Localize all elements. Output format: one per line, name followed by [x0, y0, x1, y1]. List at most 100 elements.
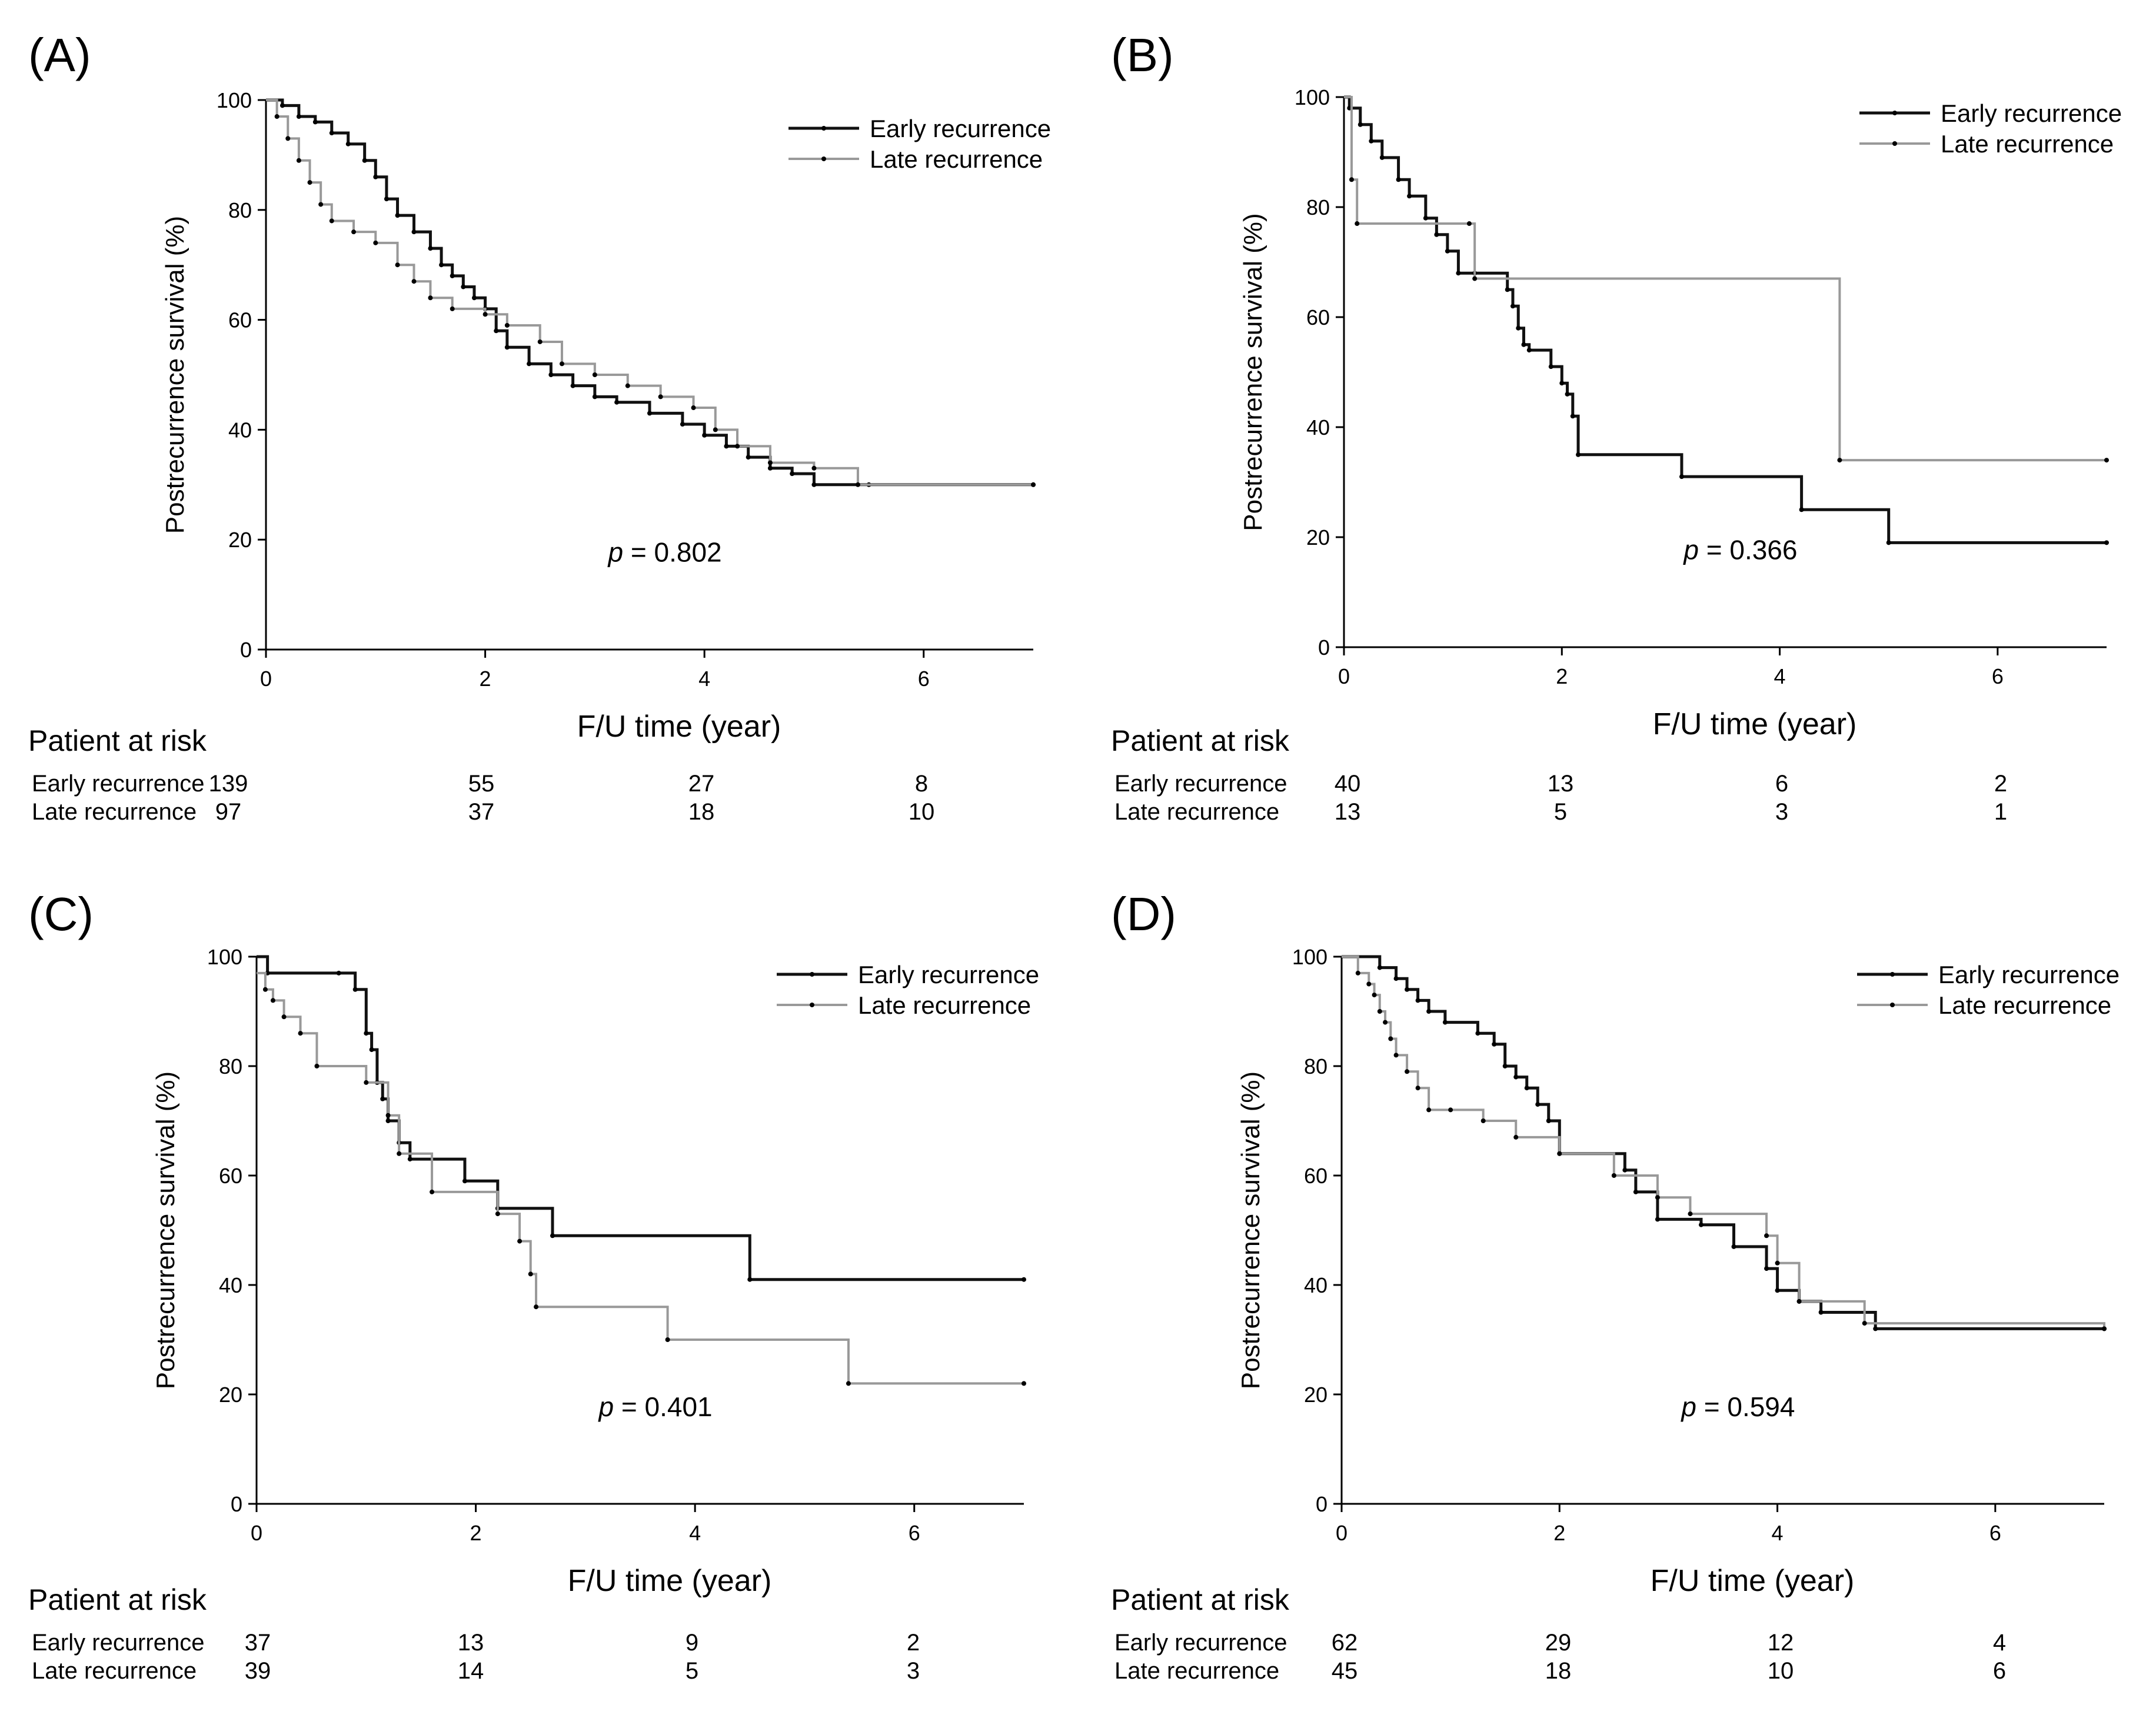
censor-mark — [1521, 342, 1526, 347]
censor-mark — [2104, 540, 2109, 545]
p-value: = 0.401 — [621, 1391, 713, 1422]
censor-mark — [1442, 1020, 1448, 1025]
risk-row-late: Late recurrence 45 18 10 6 — [1083, 1658, 2156, 1687]
risk-value: 37 — [244, 1630, 271, 1656]
censor-mark — [411, 279, 417, 284]
risk-value: 1 — [1994, 799, 2008, 825]
survival-chart: 0 20 40 60 80 100 0 2 4 6 F/U time (year) Postrecur… — [1236, 945, 2120, 1598]
p-value-annotation: p = 0.802 — [607, 537, 722, 568]
censor-mark — [462, 1178, 467, 1184]
x-tick-label: 4 — [1774, 664, 1786, 688]
censor-mark — [647, 411, 652, 416]
legend-marker — [1892, 141, 1897, 146]
censor-mark — [1655, 1217, 1660, 1222]
risk-value: 37 — [468, 799, 495, 825]
censor-mark — [1022, 1277, 1026, 1282]
censor-mark — [1505, 287, 1510, 292]
censor-mark — [1379, 155, 1385, 160]
censor-mark — [1611, 1173, 1616, 1178]
risk-table: Patient at risk Early recurrence 40 13 6… — [1083, 724, 2156, 859]
legend-marker — [1890, 972, 1895, 977]
censor-mark — [855, 482, 860, 487]
censor-mark — [1546, 1118, 1551, 1123]
censor-mark — [285, 136, 291, 141]
legend-marker — [821, 157, 826, 161]
p-value: = 0.366 — [1706, 534, 1798, 565]
legend-label: Early recurrence — [858, 961, 1039, 988]
censor-mark — [1655, 1195, 1660, 1200]
censor-mark — [336, 970, 341, 975]
risk-value: 27 — [688, 771, 715, 797]
censor-mark — [658, 394, 663, 399]
censor-mark — [1031, 482, 1036, 487]
censor-mark — [559, 361, 564, 367]
censor-mark — [1862, 1321, 1867, 1326]
censor-mark — [1358, 122, 1363, 127]
x-tick-label: 4 — [1772, 1521, 1784, 1545]
censor-mark — [1466, 221, 1472, 227]
censor-mark — [767, 465, 773, 471]
censor-mark — [1405, 987, 1410, 992]
x-axis-label: F/U time (year) — [577, 710, 781, 744]
censor-mark — [351, 229, 357, 235]
p-symbol: p — [598, 1391, 621, 1422]
censor-mark — [625, 383, 630, 388]
risk-value: 29 — [1545, 1630, 1572, 1656]
censor-mark — [691, 405, 696, 411]
x-tick-label: 2 — [1553, 1521, 1565, 1545]
y-tick-label: 100 — [207, 945, 242, 969]
p-symbol: p — [1682, 534, 1706, 565]
risk-value: 18 — [1545, 1658, 1572, 1684]
censor-mark — [1426, 1107, 1432, 1113]
censor-mark — [1372, 993, 1377, 998]
x-tick-label: 2 — [470, 1521, 482, 1545]
risk-value: 55 — [468, 771, 495, 797]
y-tick-label: 60 — [219, 1164, 242, 1188]
censor-mark — [345, 141, 351, 147]
censor-mark — [280, 103, 285, 108]
risk-row-label: Early recurrence — [1114, 1630, 1287, 1656]
risk-row-label: Early recurrence — [1114, 771, 1287, 797]
censor-mark — [592, 372, 597, 377]
censor-mark — [312, 119, 318, 125]
survival-chart: 0 20 40 60 80 100 0 2 4 6 F/U time (year) Postrecur… — [161, 88, 1051, 744]
censor-mark — [702, 432, 707, 438]
p-value-annotation: p = 0.594 — [1680, 1391, 1795, 1422]
risk-value: 13 — [457, 1630, 484, 1656]
censor-mark — [483, 312, 488, 317]
censor-mark — [270, 998, 275, 1003]
censor-mark — [428, 295, 433, 301]
censor-mark — [746, 455, 751, 460]
censor-mark — [1698, 1222, 1703, 1227]
legend-marker — [810, 1003, 814, 1007]
x-tick-label: 2 — [1556, 664, 1568, 688]
legend-marker — [1892, 111, 1897, 115]
panel-label: (D) — [1111, 888, 1177, 940]
y-tick-label: 20 — [228, 528, 252, 552]
censor-mark — [380, 1096, 385, 1101]
censor-mark — [1764, 1266, 1769, 1271]
censor-mark — [362, 158, 367, 163]
survival-chart: 0 20 40 60 80 100 0 2 4 6 F/U time (year) Postrecur… — [1239, 85, 2122, 741]
censor-mark — [385, 1113, 391, 1118]
censor-mark — [548, 372, 554, 377]
risk-value: 3 — [906, 1658, 920, 1684]
y-tick-label: 0 — [240, 638, 252, 662]
censor-mark — [428, 246, 433, 251]
censor-mark — [1434, 232, 1439, 237]
censor-mark — [373, 240, 378, 245]
censor-mark — [281, 1014, 287, 1020]
censor-mark — [1576, 452, 1581, 457]
y-axis-label: Postrecurrence survival (%) — [1236, 1071, 1265, 1389]
risk-value: 2 — [1994, 771, 2008, 797]
censor-mark — [1405, 1069, 1410, 1074]
y-tick-label: 80 — [228, 198, 252, 222]
risk-value: 62 — [1331, 1630, 1358, 1656]
censor-mark — [570, 383, 575, 388]
censor-mark — [352, 987, 358, 992]
p-symbol: p — [607, 537, 631, 568]
risk-value: 5 — [685, 1658, 699, 1684]
risk-value: 13 — [1334, 799, 1361, 825]
censor-mark — [411, 229, 417, 235]
y-tick-label: 100 — [217, 88, 252, 112]
